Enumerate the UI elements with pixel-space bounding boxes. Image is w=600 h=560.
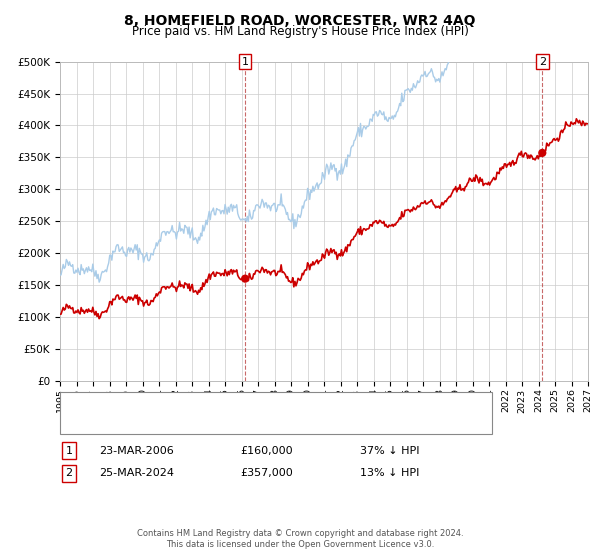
Text: 2: 2 (65, 468, 73, 478)
Text: 8, HOMEFIELD ROAD, WORCESTER, WR2 4AQ: 8, HOMEFIELD ROAD, WORCESTER, WR2 4AQ (124, 14, 476, 28)
Text: 2: 2 (539, 57, 546, 67)
Text: 1: 1 (242, 57, 248, 67)
Text: 37% ↓ HPI: 37% ↓ HPI (360, 446, 419, 456)
Point (241, 274, 250, 283)
Text: HPI: Average price, detached house, Worcester: HPI: Average price, detached house, Worc… (99, 417, 334, 427)
Text: 1: 1 (65, 446, 73, 456)
Text: £160,000: £160,000 (240, 446, 293, 456)
Text: 23-MAR-2006: 23-MAR-2006 (99, 446, 174, 456)
Text: 25-MAR-2024: 25-MAR-2024 (99, 468, 174, 478)
Text: Price paid vs. HM Land Registry's House Price Index (HPI): Price paid vs. HM Land Registry's House … (131, 25, 469, 38)
Point (538, 148, 547, 157)
Text: 13% ↓ HPI: 13% ↓ HPI (360, 468, 419, 478)
Text: Contains HM Land Registry data © Crown copyright and database right 2024.
This d: Contains HM Land Registry data © Crown c… (137, 529, 463, 549)
Text: £357,000: £357,000 (240, 468, 293, 478)
Text: 8, HOMEFIELD ROAD, WORCESTER, WR2 4AQ (detached house): 8, HOMEFIELD ROAD, WORCESTER, WR2 4AQ (d… (99, 399, 415, 409)
